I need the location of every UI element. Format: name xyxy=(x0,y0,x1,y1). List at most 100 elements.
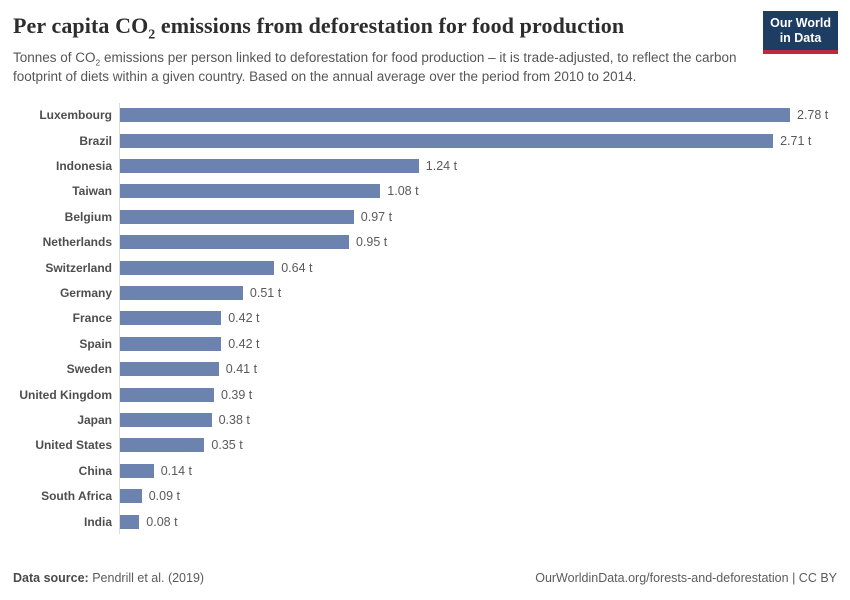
bar-track: 0.08 t xyxy=(119,508,850,535)
chart-subtitle: Tonnes of CO2 emissions per person linke… xyxy=(13,48,755,87)
bar-track: 2.71 t xyxy=(119,127,850,154)
country-label: Indonesia xyxy=(55,159,112,174)
bar-chart: Luxembourg 2.78 t Brazil 2.71 t Indonesia 1.2… xyxy=(13,102,850,535)
value-label: 0.09 t xyxy=(148,489,180,504)
chart-row: United Kingdom 0.39 t xyxy=(13,381,850,408)
bar-track: 1.08 t xyxy=(119,178,850,205)
value-label: 0.38 t xyxy=(218,412,250,427)
value-label: 0.51 t xyxy=(249,286,282,301)
chart-row: Spain 0.42 t xyxy=(13,331,850,357)
bar-track: 0.09 t xyxy=(119,483,850,509)
chart-title-text: Per capita CO xyxy=(13,13,149,38)
chart-title-subscript: 2 xyxy=(148,26,156,42)
chart-row: United States 0.35 t xyxy=(13,432,850,459)
value-label: 0.08 t xyxy=(146,514,178,529)
owid-logo-line2: in Data xyxy=(779,31,822,45)
chart-subtitle-text: Tonnes of CO xyxy=(13,50,96,65)
license-text: | CC BY xyxy=(788,571,837,585)
data-source-label: Data source: xyxy=(13,571,89,585)
chart-footer: Data source: Pendrill et al. (2019) OurW… xyxy=(13,571,837,585)
bar-track: 0.14 t xyxy=(119,458,850,484)
bar xyxy=(120,489,142,504)
chart-header: Per capita CO2 emissions from deforestat… xyxy=(0,0,850,87)
bar-track: 1.24 t xyxy=(119,153,850,179)
value-label: 0.39 t xyxy=(221,387,253,402)
country-label: United Kingdom xyxy=(19,387,112,402)
bar-track: 0.64 t xyxy=(119,254,850,281)
value-label: 0.64 t xyxy=(281,260,313,275)
value-label: 0.41 t xyxy=(225,362,258,377)
bar-track: 0.35 t xyxy=(119,432,850,459)
country-label: South Africa xyxy=(41,489,112,504)
chart-subtitle-text-suffix: emissions per person linked to deforesta… xyxy=(13,50,737,85)
chart-title-text-suffix: emissions from deforestation for food pr… xyxy=(155,13,625,38)
country-label: Luxembourg xyxy=(39,108,112,123)
chart-rows: Luxembourg 2.78 t Brazil 2.71 t Indonesia 1.2… xyxy=(13,102,850,535)
value-label: 0.42 t xyxy=(228,336,260,351)
country-label: Netherlands xyxy=(42,235,112,250)
value-label: 0.14 t xyxy=(160,463,192,478)
bar-track: 0.41 t xyxy=(119,356,850,382)
chart-row: China 0.14 t xyxy=(13,458,850,484)
country-label: India xyxy=(83,514,112,529)
bar-track: 0.97 t xyxy=(119,204,850,230)
country-label: Belgium xyxy=(64,209,112,224)
bar xyxy=(120,209,354,224)
chart-row: Sweden 0.41 t xyxy=(13,356,850,382)
value-label: 0.42 t xyxy=(228,311,260,326)
bar-track: 0.42 t xyxy=(119,305,850,332)
chart-row: Indonesia 1.24 t xyxy=(13,153,850,179)
bar xyxy=(120,286,243,301)
bar xyxy=(120,463,154,478)
owid-logo: Our World in Data xyxy=(763,11,838,54)
owid-url-link[interactable]: OurWorldinData.org/forests-and-deforesta… xyxy=(535,571,789,585)
country-label: Spain xyxy=(79,336,112,351)
bar xyxy=(120,387,214,402)
bar-track: 0.95 t xyxy=(119,229,850,255)
value-label: 0.95 t xyxy=(356,235,388,250)
chart-row: Switzerland 0.64 t xyxy=(13,254,850,281)
chart-row: Brazil 2.71 t xyxy=(13,127,850,154)
bar xyxy=(120,438,205,453)
bar xyxy=(120,362,219,377)
chart-subtitle-subscript: 2 xyxy=(95,57,101,68)
bar-track: 0.42 t xyxy=(119,331,850,357)
bar xyxy=(120,412,212,427)
chart-row: Luxembourg 2.78 t xyxy=(13,102,850,128)
value-label: 0.35 t xyxy=(211,438,243,453)
bar-track: 0.39 t xyxy=(119,381,850,408)
country-label: Taiwan xyxy=(72,184,112,199)
value-label: 1.24 t xyxy=(425,159,458,174)
country-label: Brazil xyxy=(79,133,112,148)
country-label: United States xyxy=(35,438,112,453)
chart-row: India 0.08 t xyxy=(13,508,850,535)
bar xyxy=(120,133,774,148)
country-label: Germany xyxy=(59,286,112,301)
value-label: 0.97 t xyxy=(360,209,393,224)
chart-row: Belgium 0.97 t xyxy=(13,204,850,230)
chart-row: Taiwan 1.08 t xyxy=(13,178,850,205)
bar xyxy=(120,108,790,123)
bar xyxy=(120,514,140,529)
bar xyxy=(120,184,381,199)
bar-track: 2.78 t xyxy=(119,102,850,128)
country-label: France xyxy=(72,311,112,326)
data-source-value: Pendrill et al. (2019) xyxy=(88,571,205,585)
chart-row: Netherlands 0.95 t xyxy=(13,229,850,255)
chart-row: Japan 0.38 t xyxy=(13,407,850,433)
bar xyxy=(120,159,419,174)
country-label: Sweden xyxy=(66,362,112,377)
bar xyxy=(120,311,222,326)
country-label: Switzerland xyxy=(45,260,112,275)
value-label: 2.78 t xyxy=(797,108,829,123)
country-label: China xyxy=(78,463,112,478)
chart-title: Per capita CO2 emissions from deforestat… xyxy=(13,13,768,42)
data-source-note: Data source: Pendrill et al. (2019) xyxy=(13,571,204,585)
chart-row: France 0.42 t xyxy=(13,305,850,332)
value-label: 2.71 t xyxy=(780,133,812,148)
bar-track: 0.38 t xyxy=(119,407,850,433)
country-label: Japan xyxy=(77,412,112,427)
chart-row: South Africa 0.09 t xyxy=(13,483,850,509)
bar xyxy=(120,336,222,351)
